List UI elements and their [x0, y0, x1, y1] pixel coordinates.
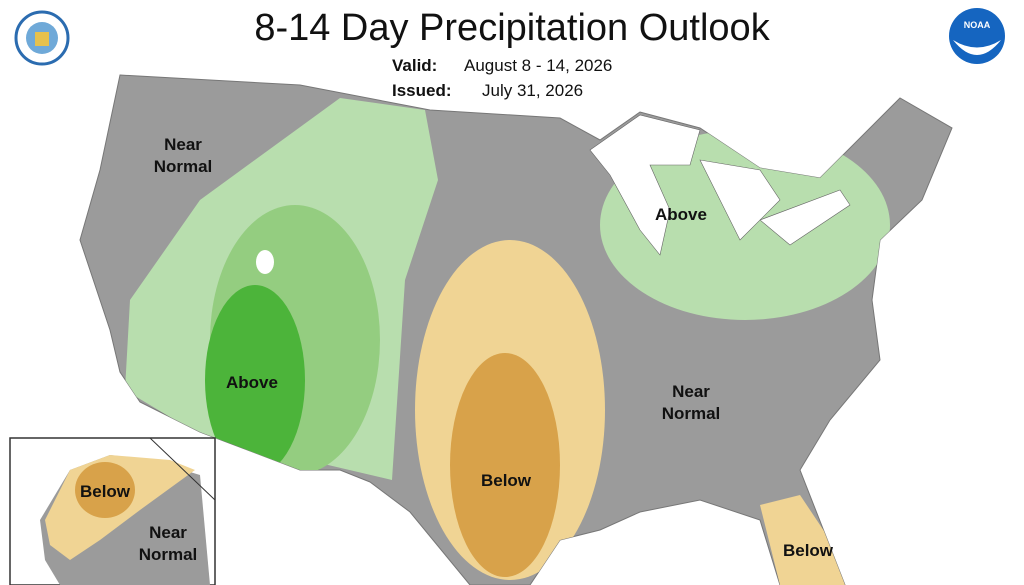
- title: 8-14 Day Precipitation Outlook: [254, 7, 770, 49]
- region-label: Above: [655, 205, 707, 224]
- region-label: Below: [481, 471, 532, 490]
- alaska-inset: [9, 437, 216, 585]
- noaa-logo: NOAA: [949, 8, 1005, 64]
- region-label: Below: [80, 482, 131, 501]
- doc-seal: [14, 10, 70, 66]
- contiguous-us: [79, 74, 953, 585]
- region-label: Below: [783, 541, 834, 560]
- logo-text: NOAA: [964, 20, 991, 30]
- region-labels: Near Normal Above Below Above Near Normal …: [80, 135, 834, 564]
- header: 8-14 Day Precipitation Outlook Valid: Au…: [254, 7, 770, 100]
- issued-value: July 31, 2026: [482, 81, 583, 100]
- valid-label: Valid:: [392, 56, 437, 75]
- region-label: Near Normal: [139, 523, 198, 564]
- valid-value: August 8 - 14, 2026: [464, 56, 612, 75]
- region-label: Near Normal: [662, 382, 721, 423]
- region-label: Near Normal: [154, 135, 213, 176]
- region-label: Above: [226, 373, 278, 392]
- issued-label: Issued:: [392, 81, 452, 100]
